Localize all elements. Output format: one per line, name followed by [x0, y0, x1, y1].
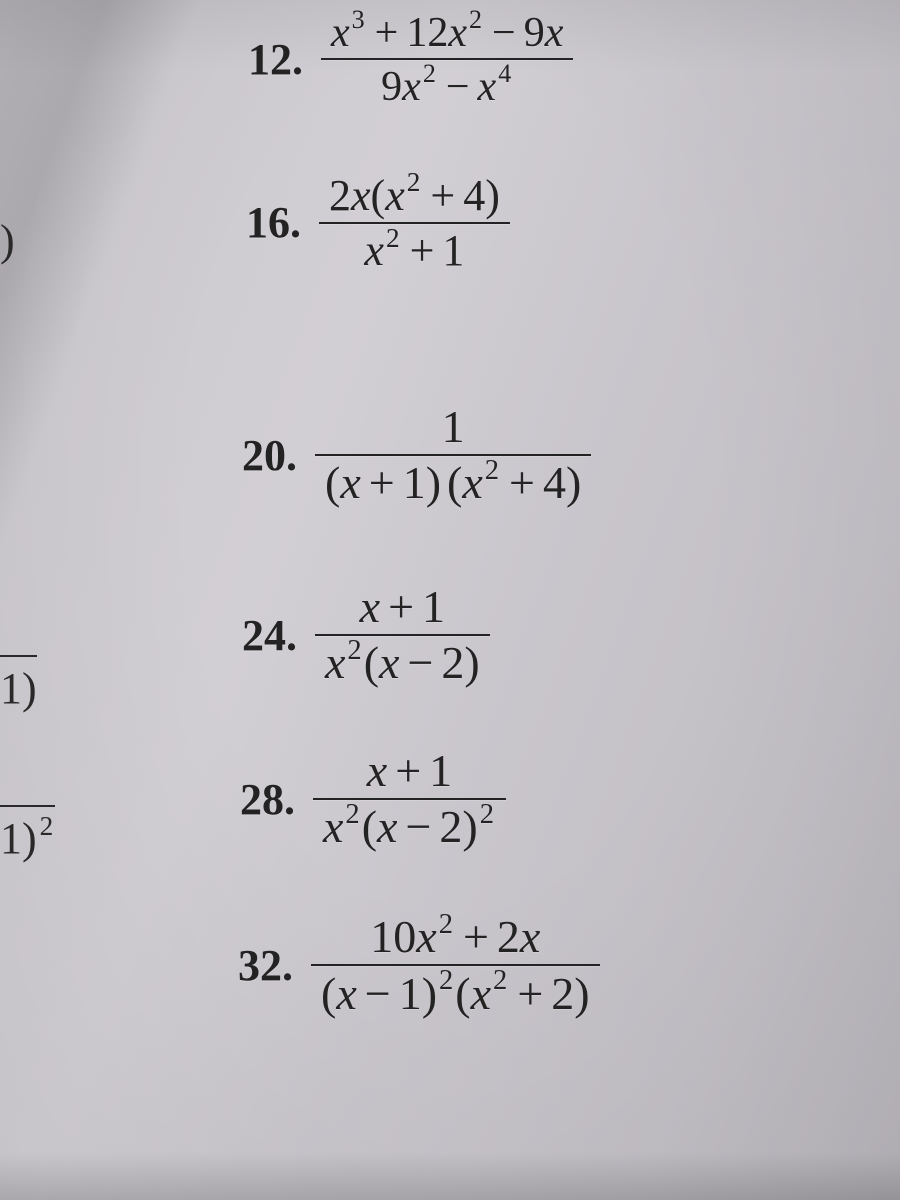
denominator: 9x2−x4 — [371, 60, 523, 112]
problem: 16. 2x(x2+4)x2+1 — [246, 168, 510, 277]
numerator: 1 — [432, 400, 475, 454]
problem: 24. x+1x2(x−2) — [242, 580, 490, 690]
denominator: (x−1)2(x2+2) — [311, 966, 600, 1020]
fraction: 2x(x2+4)x2+1 — [319, 168, 510, 277]
denominator: (x+1)(x2+4) — [315, 456, 591, 510]
problem-number: 24. — [242, 610, 297, 661]
problem: 28. x+1x2(x−2)2 — [240, 744, 506, 854]
problem: 12. x3+12x2−9x9x2−x4 — [248, 6, 573, 112]
fraction: 10x2+2x(x−1)2(x2+2) — [311, 910, 600, 1021]
problem-number: 32. — [238, 940, 293, 991]
problem-number: 20. — [242, 430, 297, 481]
problem-number: 16. — [246, 197, 301, 248]
numerator: x+1 — [357, 744, 462, 798]
denominator: x2(x−2) — [315, 636, 490, 690]
problem: 20. 1(x+1)(x2+4) — [242, 400, 591, 510]
denominator: x2(x−2)2 — [313, 800, 506, 854]
fraction: x+1x2(x−2)2 — [313, 744, 506, 854]
numerator: 2x(x2+4) — [319, 168, 510, 222]
fraction: x3+12x2−9x9x2−x4 — [321, 6, 573, 112]
denominator: x2+1 — [354, 224, 474, 278]
fraction: 1(x+1)(x2+4) — [315, 400, 591, 510]
problem-number: 12. — [248, 34, 303, 85]
problem: 32. 10x2+2x(x−1)2(x2+2) — [238, 910, 600, 1021]
numerator: x3+12x2−9x — [321, 6, 573, 58]
numerator: x+1 — [350, 580, 455, 634]
edge-fragment: 1)2 — [0, 805, 55, 864]
fraction: x+1x2(x−2) — [315, 580, 490, 690]
edge-fragment: 1) — [0, 655, 37, 714]
numerator: 10x2+2x — [360, 910, 550, 964]
textbook-page: ) 1) 1)2 12. x3+12x2−9x9x2−x4 16. 2x(x2+4)x2+… — [0, 0, 900, 1200]
edge-fragment: ) — [0, 215, 15, 266]
problem-number: 28. — [240, 774, 295, 825]
